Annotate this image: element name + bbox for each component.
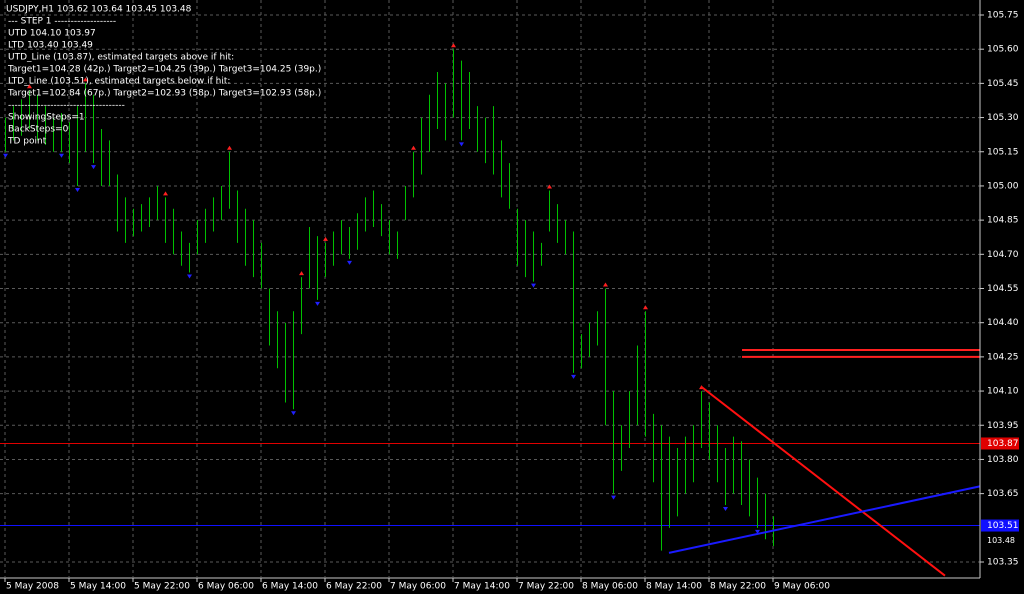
x-tick-label: 6 May 06:00	[198, 582, 254, 592]
y-tick-label: 103.95	[987, 421, 1019, 431]
down-fractal	[347, 260, 352, 265]
info-line: ------------------------------------	[8, 101, 125, 111]
y-tick-label: 104.55	[987, 284, 1019, 294]
up-fractal	[83, 77, 88, 82]
up-fractal	[411, 145, 416, 150]
info-line: ShowingSteps=1	[8, 113, 85, 123]
up-fractal	[227, 145, 232, 150]
info-line: TD point	[7, 137, 47, 147]
down-fractal	[531, 283, 536, 288]
info-line: --- STEP 1 -------------------	[8, 17, 116, 27]
x-tick-label: 7 May 22:00	[518, 582, 574, 592]
x-tick-label: 5 May 2008	[6, 582, 59, 592]
plot-area	[0, 43, 980, 577]
x-tick-label: 9 May 06:00	[774, 582, 830, 592]
down-fractal	[571, 374, 576, 379]
price-label: 103.87	[987, 439, 1019, 449]
info-line: LTD_Line (103.51), estimated targets bel…	[8, 77, 230, 87]
bid-label: 103.48	[987, 536, 1015, 545]
down-fractal	[59, 153, 64, 158]
up-fractal	[27, 84, 32, 89]
y-tick-label: 105.00	[987, 181, 1019, 191]
down-fractal	[75, 187, 80, 192]
x-tick-label: 5 May 14:00	[70, 582, 126, 592]
x-tick-label: 6 May 22:00	[326, 582, 382, 592]
y-tick-label: 104.40	[987, 318, 1019, 328]
y-tick-label: 105.75	[987, 11, 1019, 21]
y-tick-label: 103.65	[987, 489, 1019, 499]
down-fractal	[315, 301, 320, 306]
y-tick-label: 105.15	[987, 147, 1019, 157]
trend-line	[668, 485, 980, 554]
y-tick-label: 105.60	[987, 45, 1019, 55]
x-tick-label: 5 May 22:00	[134, 582, 190, 592]
y-tick-label: 103.80	[987, 455, 1019, 465]
down-fractal	[755, 529, 760, 534]
info-line: Target1=104.28 (42p.) Target2=104.25 (39…	[7, 65, 321, 75]
x-tick-label: 7 May 14:00	[454, 582, 510, 592]
x-tick-label: 7 May 06:00	[390, 582, 446, 592]
info-line: BackSteps=0	[8, 125, 69, 135]
down-fractal	[3, 153, 8, 158]
bid-label-box	[981, 535, 1019, 546]
info-line: UTD_Line (103.87), estimated targets abo…	[8, 53, 234, 63]
price-label-box	[981, 519, 1019, 532]
down-fractal	[291, 411, 296, 416]
up-fractal	[643, 305, 648, 310]
down-fractal	[723, 507, 728, 512]
up-fractal	[547, 184, 552, 189]
down-fractal	[459, 142, 464, 147]
y-tick-label: 104.10	[987, 387, 1019, 397]
info-line: LTD 103.40 103.49	[8, 41, 93, 51]
chart-title: USDJPY,H1 103.62 103.64 103.45 103.48	[6, 5, 192, 15]
axes: 105.75 105.60 105.45 105.30 105.15 105.00 104.…	[4, 11, 1019, 592]
x-tick-label: 8 May 06:00	[582, 582, 638, 592]
x-tick-label: 8 May 22:00	[710, 582, 766, 592]
down-fractal	[187, 274, 192, 279]
trend-line	[700, 385, 946, 577]
info-panel: USDJPY,H1 103.62 103.64 103.45 103.48 --…	[6, 5, 321, 147]
y-tick-label: 105.45	[987, 79, 1019, 89]
x-tick-label: 8 May 14:00	[646, 582, 702, 592]
up-fractal	[603, 282, 608, 287]
x-tick-label: 6 May 14:00	[262, 582, 318, 592]
up-fractal	[163, 191, 168, 196]
price-label-box	[981, 437, 1019, 450]
y-tick-label: 103.35	[987, 558, 1019, 568]
down-fractal	[611, 495, 616, 500]
y-tick-label: 104.25	[987, 352, 1019, 362]
y-tick-label: 105.30	[987, 113, 1019, 123]
y-tick-label: 104.70	[987, 250, 1019, 260]
info-line: UTD 104.10 103.97	[8, 29, 96, 39]
y-tick-label: 104.85	[987, 216, 1019, 226]
info-line: Target1=102.84 (67p.) Target2=102.93 (58…	[7, 89, 321, 99]
price-label: 103.51	[987, 521, 1019, 531]
up-fractal	[299, 271, 304, 276]
up-fractal	[323, 236, 328, 241]
up-fractal	[451, 43, 456, 48]
down-fractal	[91, 165, 96, 170]
